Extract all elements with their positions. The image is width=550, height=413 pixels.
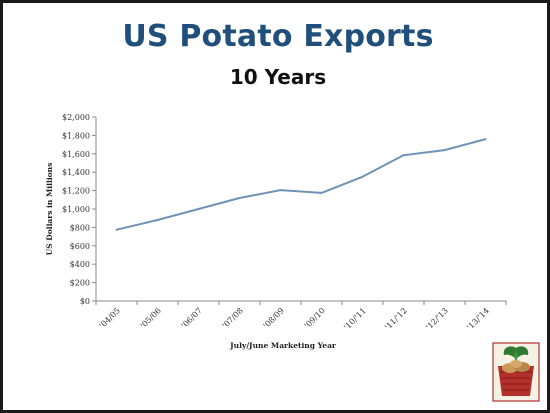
- y-tick-label: $2,000: [62, 113, 90, 122]
- y-tick-label: $800: [70, 223, 90, 232]
- series-line: [116, 138, 486, 231]
- y-tick-label: $400: [70, 260, 90, 269]
- x-tick-label: '05/06: [139, 306, 163, 330]
- slide-title: US Potato Exports: [122, 19, 434, 54]
- data-point: [115, 228, 118, 231]
- y-tick-label: $1,400: [62, 168, 90, 177]
- data-point: [279, 189, 282, 192]
- data-point: [361, 175, 364, 178]
- data-point: [484, 138, 487, 141]
- x-tick-label: '09/10: [303, 306, 327, 330]
- x-tick-label: '13/'14: [465, 306, 491, 332]
- y-tick-label: $1,600: [62, 150, 90, 159]
- x-tick-label: '07/08: [221, 306, 245, 330]
- y-tick-label: $600: [70, 242, 90, 251]
- y-tick-label: $0: [80, 297, 90, 306]
- data-point: [402, 154, 405, 157]
- potato-basket-logo-icon: [492, 342, 540, 402]
- y-axis-ticks: $0 $200 $400 $600 $800 $1,000 $1,200 $1,400 $1,6…: [62, 113, 96, 306]
- x-tick-label: '10/'11: [342, 306, 368, 332]
- x-tick-label: '11/'12: [383, 306, 409, 332]
- x-axis-ticks: '04/05 '05/06 '06/07 '07/08 '08/09 '09/10 '10/…: [95, 301, 507, 332]
- data-point: [197, 208, 200, 210]
- y-tick-label: $1,200: [62, 187, 90, 196]
- data-point: [156, 219, 159, 222]
- data-points: [115, 138, 487, 231]
- x-tick-label: '08/09: [262, 306, 286, 330]
- y-tick-label: $1,000: [62, 205, 90, 214]
- data-point: [443, 149, 446, 152]
- y-tick-label: $1,800: [62, 131, 90, 140]
- y-tick-label: $200: [70, 279, 90, 288]
- x-axis-title: July/June Marketing Year: [229, 341, 337, 350]
- y-axis-title: US Dollars in Millions: [45, 163, 54, 256]
- data-point: [320, 191, 323, 194]
- slide-subtitle: 10 Years: [229, 65, 327, 89]
- x-tick-label: '12/'13: [424, 306, 450, 332]
- x-tick-label: '04/05: [98, 306, 122, 330]
- x-tick-label: '06/07: [180, 306, 204, 330]
- data-point: [238, 196, 241, 199]
